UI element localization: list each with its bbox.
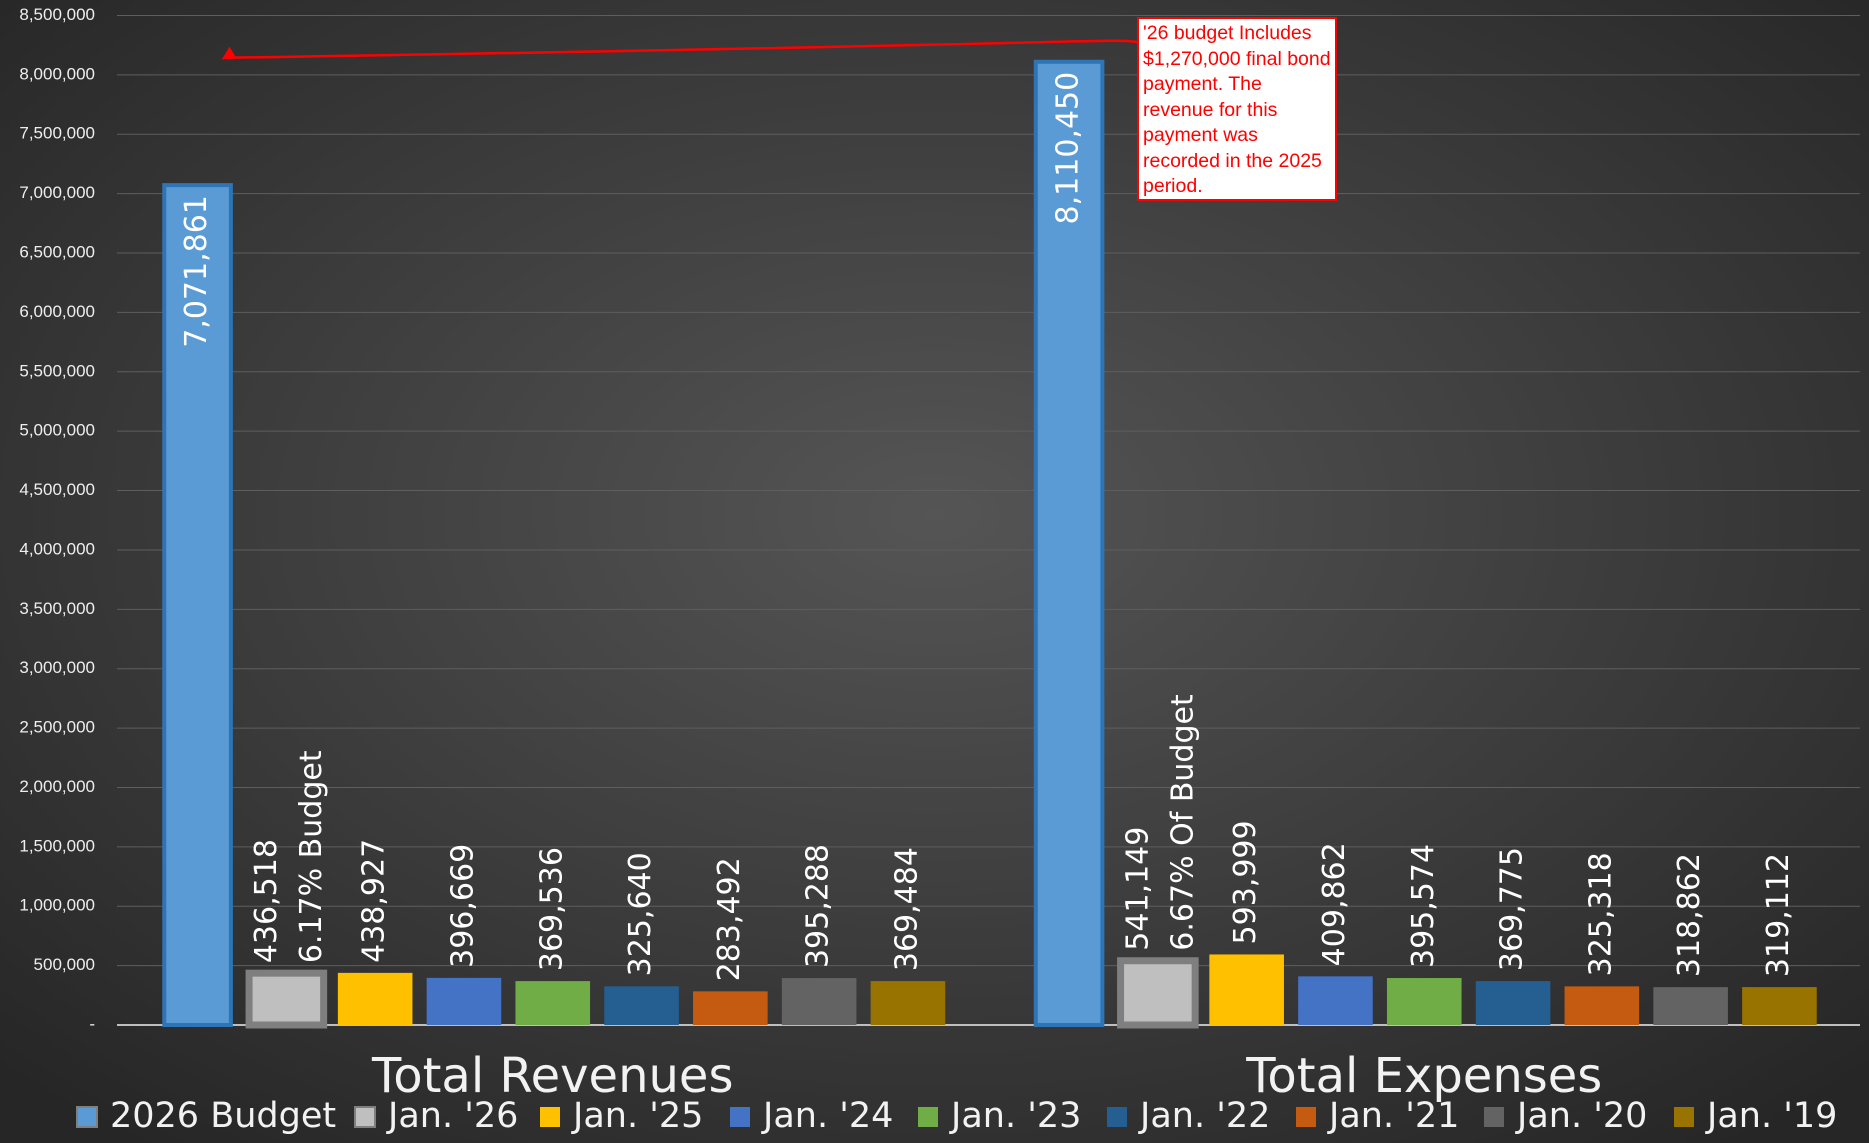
legend-label: Jan. '23 <box>949 1096 1081 1136</box>
bar <box>162 183 233 1028</box>
x-tick-label: Total Revenues <box>371 1048 733 1104</box>
y-tick-label: 1,500,000 <box>19 836 95 855</box>
legend-swatch <box>1296 1107 1316 1127</box>
value-label: 7,071,861 <box>179 195 214 348</box>
bar <box>693 991 768 1025</box>
value-label: 325,318 <box>1583 852 1618 976</box>
bar <box>1564 986 1640 1025</box>
legend-swatch <box>354 1106 376 1128</box>
legend-swatch <box>1484 1107 1504 1127</box>
y-tick-label: 500,000 <box>34 955 95 974</box>
value-label: 319,112 <box>1761 853 1796 977</box>
value-label: 6.17% Budget <box>294 750 329 963</box>
bar <box>1653 987 1728 1025</box>
value-label: 396,669 <box>445 844 480 968</box>
bar <box>1475 981 1551 1025</box>
callout-text: '26 budget Includes $1,270,000 final bon… <box>1137 17 1337 201</box>
value-label: 318,862 <box>1672 853 1707 977</box>
legend-label: Jan. '22 <box>1138 1096 1270 1136</box>
value-label: 395,288 <box>801 844 836 968</box>
value-label: 541,149 <box>1120 827 1155 951</box>
bar <box>1298 976 1373 1025</box>
value-label: 395,574 <box>1406 844 1441 968</box>
legend-label: Jan. '24 <box>761 1096 893 1136</box>
x-tick-label: Total Expenses <box>1245 1048 1602 1104</box>
value-label: 436,518 <box>249 839 284 963</box>
y-tick-label: 7,500,000 <box>19 124 95 143</box>
y-tick-label: 1,000,000 <box>19 896 95 915</box>
legend-label: Jan. '21 <box>1327 1096 1459 1136</box>
legend-swatch <box>540 1107 560 1127</box>
bar <box>1033 59 1105 1028</box>
value-label: 369,484 <box>889 847 924 971</box>
legend-label: Jan. '25 <box>571 1096 703 1136</box>
legend-swatch <box>918 1107 938 1127</box>
y-tick-label: 2,000,000 <box>19 777 95 796</box>
y-tick-label: 4,500,000 <box>19 480 95 499</box>
legend-label: 2026 Budget <box>110 1096 336 1136</box>
y-tick-label: 6,500,000 <box>19 243 95 262</box>
y-tick-label: 3,500,000 <box>19 599 95 618</box>
bar <box>1117 957 1199 1029</box>
callout-arrowhead <box>221 46 236 60</box>
y-tick-label: 6,000,000 <box>19 302 95 321</box>
legend-label: Jan. '19 <box>1705 1096 1837 1136</box>
legend-label: Jan. '20 <box>1515 1096 1647 1136</box>
y-tick-label: 3,000,000 <box>19 658 95 677</box>
value-label: 6.67% Of Budget <box>1165 694 1200 951</box>
bar <box>1742 987 1817 1025</box>
y-tick-label: 5,000,000 <box>19 421 95 440</box>
callout-box: '26 budget Includes $1,270,000 final bon… <box>1137 17 1337 201</box>
value-label: 409,862 <box>1317 842 1352 966</box>
bar <box>1386 978 1462 1025</box>
y-tick-label: 7,000,000 <box>19 183 95 202</box>
value-label: 369,775 <box>1495 847 1530 971</box>
bar <box>870 981 946 1025</box>
legend-swatch <box>1107 1107 1127 1127</box>
bar <box>604 986 679 1025</box>
legend-label: Jan. '26 <box>386 1096 518 1136</box>
value-label: 283,492 <box>712 857 747 981</box>
bar <box>1209 954 1284 1025</box>
y-tick-label: 2,500,000 <box>19 718 95 737</box>
bar <box>515 981 591 1025</box>
legend-swatch <box>76 1106 98 1128</box>
value-label: 325,640 <box>623 852 658 976</box>
y-tick-label: 8,500,000 <box>19 5 95 24</box>
y-tick-label: - <box>89 1014 95 1033</box>
bar <box>245 969 328 1029</box>
value-label: 8,110,450 <box>1051 72 1086 225</box>
legend-swatch <box>730 1107 750 1127</box>
callout-arrow <box>225 39 1138 60</box>
legend-swatch <box>1674 1107 1694 1127</box>
bar <box>426 977 502 1025</box>
y-tick-label: 4,000,000 <box>19 539 95 558</box>
value-label: 369,536 <box>534 847 569 971</box>
y-tick-label: 5,500,000 <box>19 361 95 380</box>
value-label: 593,999 <box>1228 820 1263 944</box>
bar <box>781 978 857 1025</box>
y-tick-label: 8,000,000 <box>19 64 95 83</box>
bar <box>337 972 413 1025</box>
value-label: 438,927 <box>357 839 392 963</box>
